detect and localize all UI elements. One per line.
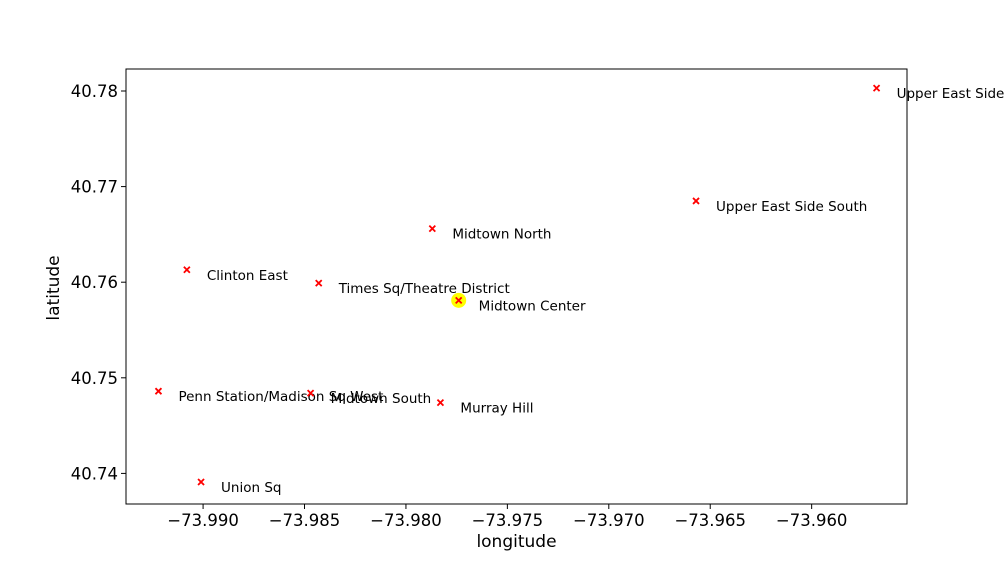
point-label: Midtown Center	[479, 298, 586, 314]
point-label: Penn Station/Madison Sq West	[178, 389, 383, 405]
y-tick-label: 40.76	[71, 273, 118, 292]
point-label: Upper East Side North	[897, 86, 1008, 102]
x-axis-label: longitude	[476, 532, 556, 552]
point-marker	[436, 399, 445, 407]
point-label: Union Sq	[221, 480, 281, 496]
point-label: Midtown South	[331, 391, 432, 407]
y-tick-label: 40.74	[71, 464, 118, 483]
y-tick-label: 40.75	[71, 369, 118, 388]
point-marker	[315, 279, 323, 287]
plot-frame	[125, 68, 908, 505]
y-axis-label: latitude	[44, 255, 64, 320]
x-tick-label: −73.960	[776, 511, 848, 530]
point-marker	[872, 84, 881, 92]
point-marker	[428, 225, 436, 233]
point-label: Murray Hill	[460, 401, 533, 417]
x-tick-label: −73.965	[674, 511, 746, 530]
x-tick-label: −73.970	[573, 511, 645, 530]
x-tick-label: −73.980	[370, 511, 442, 530]
point-label: Clinton East	[207, 268, 288, 284]
x-tick-label: −73.990	[167, 511, 239, 530]
y-tick-label: 40.78	[71, 82, 118, 101]
point-marker	[455, 296, 463, 304]
point-marker	[197, 478, 205, 486]
x-tick-label: −73.975	[472, 511, 544, 530]
point-label: Upper East Side South	[716, 199, 867, 215]
y-tick-label: 40.77	[71, 178, 118, 197]
point-marker	[306, 389, 315, 397]
point-label: Times Sq/Theatre District	[338, 281, 510, 297]
point-label: Midtown North	[452, 227, 551, 243]
point-marker	[692, 197, 700, 205]
point-marker	[183, 266, 191, 274]
x-tick-label: −73.985	[269, 511, 341, 530]
point-marker	[154, 387, 163, 395]
